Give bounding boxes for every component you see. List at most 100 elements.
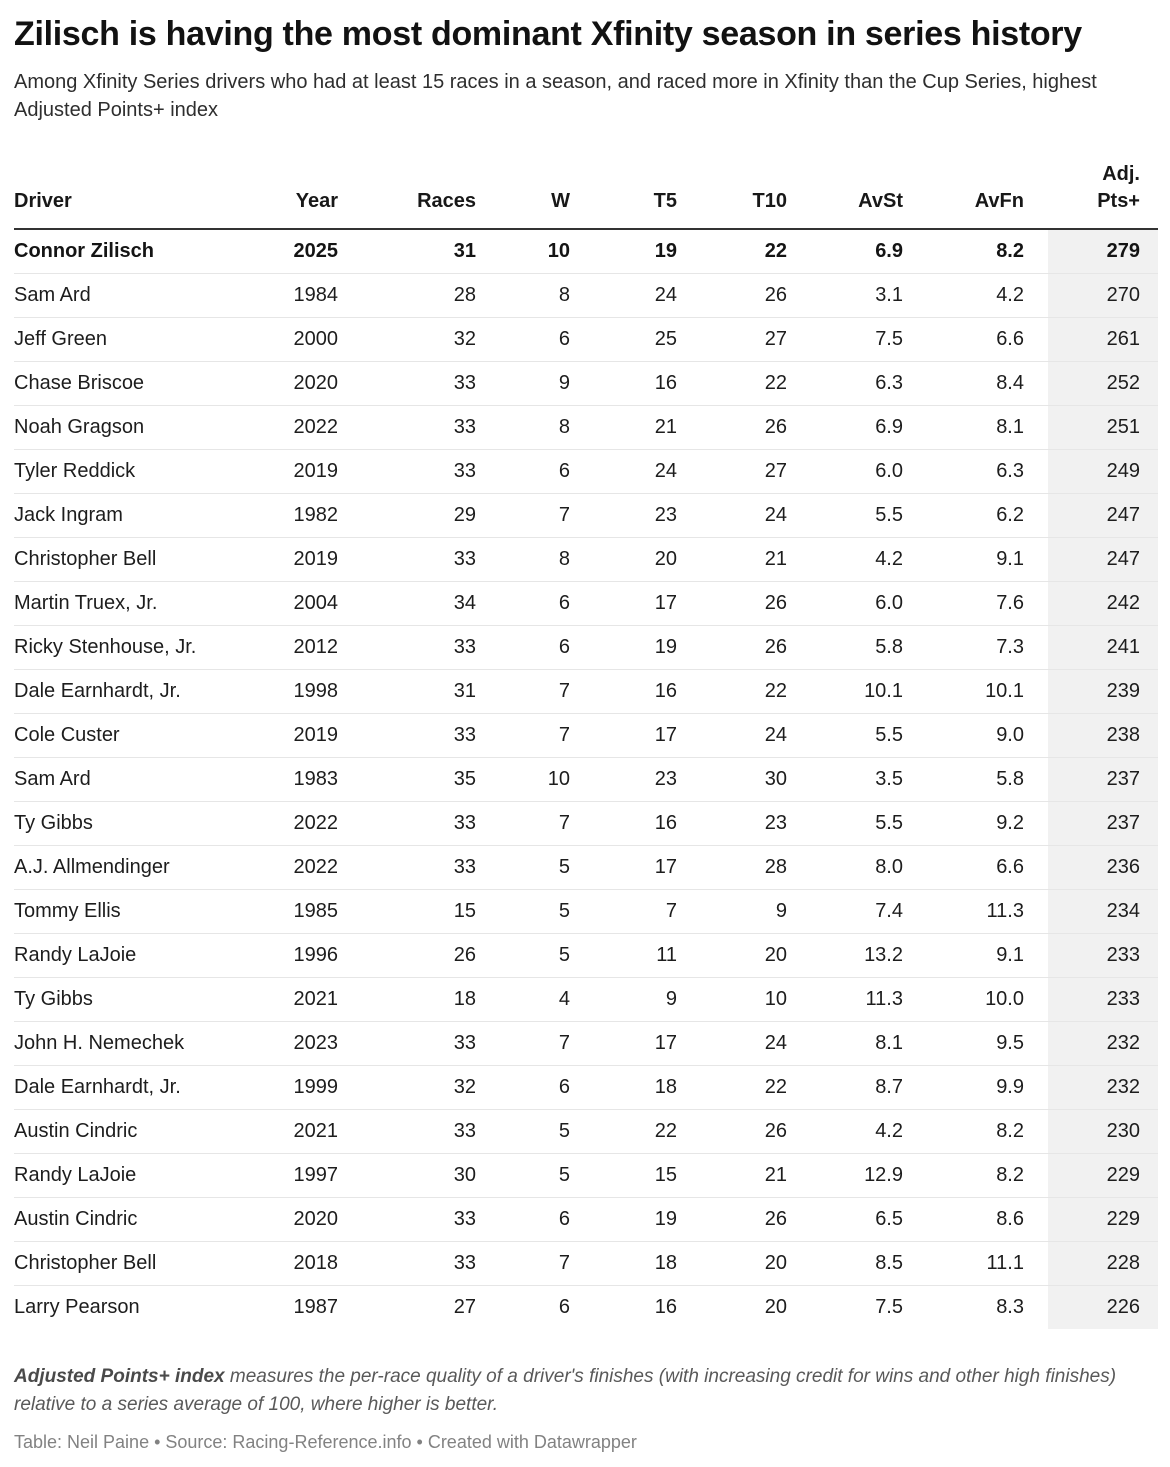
cell-adj: 229 bbox=[1048, 1153, 1158, 1198]
cell-driver: Dale Earnhardt, Jr. bbox=[14, 1065, 270, 1110]
cell-races: 35 bbox=[338, 757, 476, 802]
cell-races: 33 bbox=[338, 713, 476, 758]
cell-adj: 239 bbox=[1048, 669, 1158, 714]
cell-w: 10 bbox=[476, 228, 570, 274]
table-row: Randy LaJoie 1997 30 5 15 21 12.9 8.2 229 bbox=[14, 1153, 1158, 1198]
cell-t10: 30 bbox=[677, 757, 787, 802]
cell-races: 33 bbox=[338, 449, 476, 494]
cell-t5: 22 bbox=[570, 1109, 677, 1154]
cell-races: 33 bbox=[338, 625, 476, 670]
cell-year: 1987 bbox=[293, 1295, 339, 1318]
cell-t10: 20 bbox=[677, 1241, 787, 1286]
cell-w: 6 bbox=[476, 625, 570, 670]
cell-adj: 229 bbox=[1048, 1197, 1158, 1242]
cell-adj: 247 bbox=[1048, 537, 1158, 582]
cell-driver: Christopher Bell bbox=[14, 1241, 270, 1286]
cell-avst: 8.5 bbox=[787, 1241, 903, 1286]
cell-adj: 228 bbox=[1048, 1241, 1158, 1286]
cell-driver: Christopher Bell bbox=[14, 537, 270, 582]
cell-year: 2022 bbox=[270, 405, 338, 450]
cell-t10: 22 bbox=[677, 228, 787, 274]
cell-avfn: 8.2 bbox=[903, 1109, 1048, 1154]
cell-avst: 7.4 bbox=[787, 889, 903, 934]
cell-t5: 20 bbox=[570, 537, 677, 582]
table-header: Driver Year Races W T5 T10 AvSt AvFn Adj. Pts+ bbox=[14, 160, 1158, 230]
table-row: Sam Ard 1983 35 10 23 30 3.5 5.8 237 bbox=[14, 757, 1158, 802]
table-row: Jack Ingram 1982 29 7 23 24 5.5 6.2 247 bbox=[14, 493, 1158, 538]
cell-races: 33 bbox=[338, 845, 476, 890]
cell-adj: 226 bbox=[1048, 1285, 1158, 1329]
cell-t10: 22 bbox=[677, 1065, 787, 1110]
cell-w: 5 bbox=[476, 1153, 570, 1198]
cell-races: 34 bbox=[338, 581, 476, 626]
cell-t5: 18 bbox=[570, 1065, 677, 1110]
cell-avst: 4.2 bbox=[787, 1109, 903, 1154]
table-header-row: Driver Year Races W T5 T10 AvSt AvFn Adj. Pts+ bbox=[14, 160, 1158, 230]
table-row: Ty Gibbs 2022 33 7 16 23 5.5 9.2 237 bbox=[14, 801, 1158, 846]
cell-w: 6 bbox=[558, 1295, 570, 1318]
cell-races: 33 bbox=[338, 405, 476, 450]
cell-year: 2021 bbox=[270, 1109, 338, 1154]
cell-avfn: 6.3 bbox=[903, 449, 1048, 494]
cell-driver: Randy LaJoie bbox=[14, 933, 270, 978]
cell-adj: 232 bbox=[1048, 1021, 1158, 1066]
cell-avst: 6.9 bbox=[787, 228, 903, 274]
cell-driver: Cole Custer bbox=[14, 713, 270, 758]
cell-year: 2022 bbox=[270, 801, 338, 846]
cell-w: 9 bbox=[476, 361, 570, 406]
cell-adj: 270 bbox=[1048, 273, 1158, 318]
cell-t5: 11 bbox=[570, 933, 677, 978]
cell-avst: 10.1 bbox=[787, 669, 903, 714]
cell-avfn: 6.2 bbox=[903, 493, 1048, 538]
cell-avfn: 8.4 bbox=[903, 361, 1048, 406]
cell-driver: Larry Pearson bbox=[14, 1295, 140, 1318]
table-row: Austin Cindric 2020 33 6 19 26 6.5 8.6 229 bbox=[14, 1197, 1158, 1242]
cell-year: 2019 bbox=[270, 713, 338, 758]
cell-adj: 279 bbox=[1048, 228, 1158, 274]
cell-avfn: 11.1 bbox=[903, 1241, 1048, 1286]
table-row: Dale Earnhardt, Jr. 1999 32 6 18 22 8.7 9.9 232 bbox=[14, 1065, 1158, 1110]
cell-w: 7 bbox=[476, 801, 570, 846]
cell-driver: Sam Ard bbox=[14, 757, 270, 802]
cell-w: 7 bbox=[476, 1021, 570, 1066]
cell-adj: 242 bbox=[1048, 581, 1158, 626]
cell-avst: 6.0 bbox=[787, 449, 903, 494]
cell-avst: 3.1 bbox=[787, 273, 903, 318]
cell-t5: 16 bbox=[570, 361, 677, 406]
cell-avfn: 5.8 bbox=[903, 757, 1048, 802]
cell-t5: 17 bbox=[570, 713, 677, 758]
cell-t5: 16 bbox=[570, 669, 677, 714]
cell-year: 1983 bbox=[270, 757, 338, 802]
cell-driver: Dale Earnhardt, Jr. bbox=[14, 669, 270, 714]
cell-year: 2021 bbox=[270, 977, 338, 1022]
cell-races: 32 bbox=[338, 317, 476, 362]
cell-driver: Ricky Stenhouse, Jr. bbox=[14, 625, 270, 670]
cell-w: 8 bbox=[476, 273, 570, 318]
cell-t5: 17 bbox=[570, 845, 677, 890]
cell-avst: 8.7 bbox=[787, 1065, 903, 1110]
cell-w: 4 bbox=[476, 977, 570, 1022]
cell-t10: 24 bbox=[677, 1021, 787, 1066]
footnote-term: Adjusted Points+ index bbox=[14, 1365, 225, 1387]
cell-t5: 18 bbox=[570, 1241, 677, 1286]
cell-races: 27 bbox=[453, 1295, 476, 1318]
cell-t10: 22 bbox=[677, 669, 787, 714]
table-row: A.J. Allmendinger 2022 33 5 17 28 8.0 6.6 236 bbox=[14, 845, 1158, 890]
table-row: Larry Pearson 1987 27 6 16 20 7.5 8.3 226 bbox=[14, 1285, 1158, 1329]
cell-w: 10 bbox=[476, 757, 570, 802]
cell-avst: 3.5 bbox=[787, 757, 903, 802]
cell-adj: 233 bbox=[1048, 933, 1158, 978]
cell-races: 15 bbox=[338, 889, 476, 934]
cell-driver: Ty Gibbs bbox=[14, 977, 270, 1022]
cell-races: 28 bbox=[338, 273, 476, 318]
cell-races: 31 bbox=[338, 228, 476, 274]
table-row: Ricky Stenhouse, Jr. 2012 33 6 19 26 5.8 7.3 241 bbox=[14, 625, 1158, 670]
cell-year: 2019 bbox=[270, 537, 338, 582]
cell-driver: Jack Ingram bbox=[14, 493, 270, 538]
cell-year: 2012 bbox=[270, 625, 338, 670]
cell-t5: 25 bbox=[570, 317, 677, 362]
cell-driver: Chase Briscoe bbox=[14, 361, 270, 406]
cell-avfn: 8.2 bbox=[903, 228, 1048, 274]
table-row: Sam Ard 1984 28 8 24 26 3.1 4.2 270 bbox=[14, 273, 1158, 318]
cell-year: 1984 bbox=[270, 273, 338, 318]
